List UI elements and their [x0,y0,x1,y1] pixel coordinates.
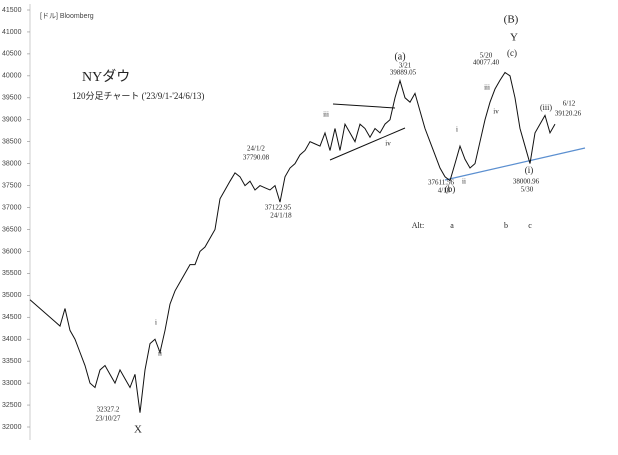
chart-subtitle: 120分足チャート ('23/9/1-'24/6/13) [72,91,204,101]
annotation: 24/1/2 [247,145,265,153]
y-tick-label: 39000 [2,117,22,124]
annotation: (iii) [540,103,552,112]
trend-line [444,147,586,181]
y-tick-label: 37500 [2,182,22,189]
price-line [29,71,556,413]
y-tick-label: 41500 [2,7,22,14]
y-tick-label: 33500 [2,358,22,365]
annotation: i [155,319,157,327]
y-tick-label: 32500 [2,402,22,409]
annotation: 23/10/27 [96,415,121,423]
y-tick-label: 40500 [2,51,22,58]
annotation: 6/12 [563,100,576,108]
annotation: 38000.96 [513,178,540,186]
annotation: iv [493,108,499,116]
y-tick-label: 40000 [2,73,22,80]
annotation: b [504,221,508,230]
y-tick-label: 38500 [2,139,22,146]
annotation: 5/30 [521,186,534,194]
y-tick-label: 36000 [2,248,22,255]
annotation: (B) [504,14,519,26]
annotation: (b) [445,184,456,194]
annotation: 39120.26 [555,110,582,118]
annotation: 40077.40 [473,59,500,67]
annotation: 32327.2 [97,406,120,414]
annotation: c [528,221,532,230]
annotation: iv [385,140,391,148]
annotation: ii [158,350,162,358]
annotation: 39889.05 [390,69,417,77]
y-tick-label: 32000 [2,424,22,431]
annotation: (c) [507,48,517,58]
y-tick-label: 33000 [2,380,22,387]
y-tick-label: 34000 [2,336,22,343]
chart-title: NYダウ [82,69,130,85]
annotation: (a) [394,51,405,62]
annotation: Alt: [412,221,424,230]
y-tick-label: 35500 [2,270,22,277]
annotation: 4/18 [438,187,451,195]
annotation: (i) [525,165,534,175]
annotation: 24/1/18 [270,212,292,220]
y-tick-label: 35000 [2,292,22,299]
source: [ドル] Bloomberg [40,13,94,20]
triangle-upper [332,103,396,109]
y-tick-label: 39500 [2,95,22,102]
y-tick-label: 34500 [2,314,22,321]
annotation: i [456,126,458,134]
annotation: 3/21 [399,62,412,70]
annotation: 37611.56 [428,179,454,187]
annotation: a [450,221,454,230]
annotation: ii [462,178,466,186]
y-tick-label: 37000 [2,204,22,211]
y-tick-label: 38000 [2,160,22,167]
annotation: iii [484,84,490,92]
y-tick-label: 36500 [2,226,22,233]
annotation: iii [323,111,329,119]
annotation: 37790.08 [243,154,270,162]
triangle-lower [329,127,406,161]
annotation: 5/20 [480,52,493,60]
annotation: X [134,424,142,436]
annotation: Y [510,32,518,44]
annotation: 37122.95 [265,204,292,212]
y-tick-label: 41000 [2,29,22,36]
